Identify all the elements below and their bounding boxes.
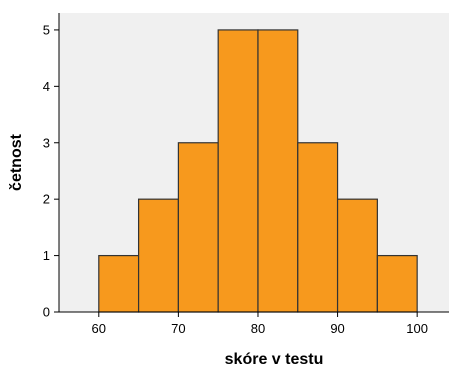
y-tick-label: 3 <box>43 135 50 150</box>
y-tick-label: 0 <box>43 305 50 320</box>
y-tick-label: 2 <box>43 192 50 207</box>
bars-group <box>98 29 418 313</box>
y-tick-label: 5 <box>43 22 50 37</box>
y-axis-title: četnost <box>8 133 25 191</box>
histogram-bar-6 <box>297 142 339 313</box>
y-tick-label: 1 <box>43 248 50 263</box>
x-tick-label: 80 <box>251 321 265 336</box>
histogram-bar-7 <box>336 198 378 313</box>
histogram-bar-5 <box>257 29 299 313</box>
histogram-bar-1 <box>98 254 140 313</box>
ticks-group: 0 1 2 3 4 5 60 70 80 90 100 <box>43 22 428 336</box>
histogram-bar-2 <box>137 198 179 313</box>
histogram-bar-4 <box>217 29 259 313</box>
x-axis-title: skóre v testu <box>225 351 324 368</box>
x-tick-label: 60 <box>92 321 106 336</box>
histogram-bar-3 <box>177 142 219 313</box>
x-tick-label: 100 <box>406 321 428 336</box>
axes-group <box>58 13 449 313</box>
y-tick-label: 4 <box>43 79 50 94</box>
x-tick-label: 70 <box>171 321 185 336</box>
histogram-bar-8 <box>376 254 418 313</box>
x-tick-label: 90 <box>330 321 344 336</box>
